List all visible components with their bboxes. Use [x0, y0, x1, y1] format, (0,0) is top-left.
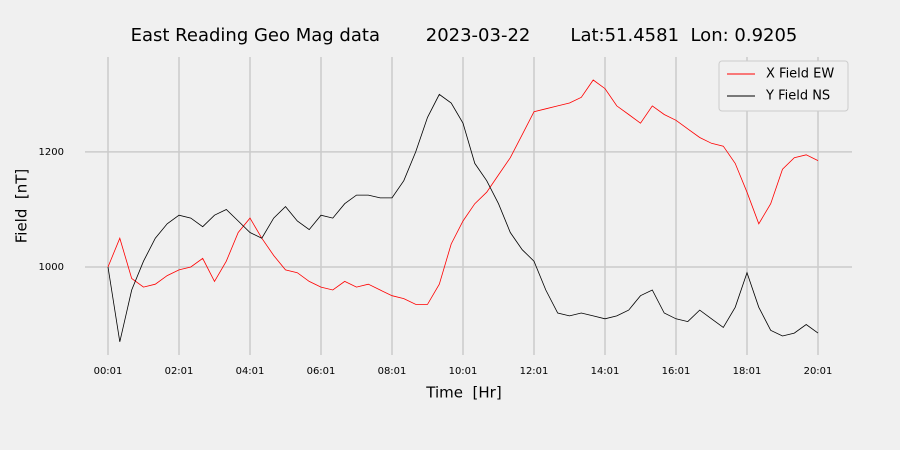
y-tick-label: 1200 — [39, 147, 64, 158]
x-tick-label: 08:01 — [378, 366, 407, 377]
legend-label: X Field EW — [766, 67, 834, 82]
x-axis-label: Time [Hr] — [425, 384, 501, 402]
x-tick-label: 12:01 — [520, 366, 549, 377]
x-tick-label: 18:01 — [733, 366, 762, 377]
x-tick-label: 20:01 — [804, 366, 833, 377]
legend-label: Y Field NS — [765, 89, 830, 104]
x-tick-label: 14:01 — [591, 366, 620, 377]
chart-title: East Reading Geo Mag data 2023-03-22 Lat… — [131, 25, 798, 46]
x-tick-label: 04:01 — [236, 366, 265, 377]
x-tick-label: 00:01 — [94, 366, 123, 377]
x-tick-label: 06:01 — [307, 366, 336, 377]
data-line — [107, 93, 819, 342]
data-line — [107, 79, 819, 305]
y-axis-label: Field [nT] — [13, 169, 31, 244]
x-tick-label: 10:01 — [449, 366, 478, 377]
x-tick-label: 02:01 — [165, 366, 194, 377]
y-tick-label: 1000 — [39, 262, 64, 273]
x-tick-label: 16:01 — [662, 366, 691, 377]
